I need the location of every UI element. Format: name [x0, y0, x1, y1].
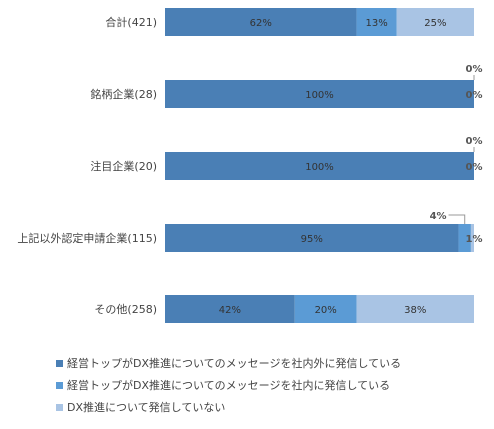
bar-segment [458, 224, 471, 252]
category-label: 銘柄企業(28) [90, 87, 157, 101]
bar-segment [165, 295, 295, 323]
legend-label: DX推進について発信していない [67, 401, 226, 414]
category-label: 注目企業(20) [90, 159, 157, 173]
data-labels: 62% 13% 25% 100% 0% 0% 100% 0% 0% 95% 4% 1% 42% 20% 38… [219, 18, 483, 316]
bar-segment [165, 8, 357, 36]
bar-segment [165, 80, 474, 108]
category-label: その他(258) [94, 303, 157, 316]
legend: 経営トップがDX推進についてのメッセージを社内外に発信している 経営トップがDX推… [56, 352, 401, 418]
legend-swatch [56, 381, 63, 389]
data-label: 1% [466, 234, 483, 245]
data-label: 0% [466, 162, 483, 173]
bar-segment [356, 8, 397, 36]
data-label: 25% [424, 18, 446, 29]
bar-segment [356, 295, 474, 323]
data-label: 95% [301, 234, 323, 245]
bar-segment [470, 224, 474, 252]
legend-swatch [56, 359, 63, 367]
bar-segment [165, 152, 474, 180]
data-label: 20% [315, 305, 337, 316]
data-label: 4% [430, 211, 447, 222]
bar-segment [396, 8, 474, 36]
legend-swatch [56, 403, 63, 411]
leader-line [448, 214, 466, 224]
data-label: 100% [305, 162, 334, 173]
bars [165, 8, 474, 323]
legend-item: DX推進について発信していない [56, 396, 401, 418]
data-label: 0% [466, 64, 483, 75]
category-labels: 合計(421) 銘柄企業(28) 注目企業(20) 上記以外認定申請企業(115) その… [17, 15, 157, 316]
data-label: 62% [250, 18, 272, 29]
legend-label: 経営トップがDX推進についてのメッセージを社内外に発信している [67, 357, 402, 370]
category-label: 合計(421) [105, 15, 157, 29]
bar-segment [294, 295, 357, 323]
data-label: 100% [305, 90, 334, 101]
category-label: 上記以外認定申請企業(115) [17, 231, 157, 245]
stacked-bar-chart: 合計(421) 銘柄企業(28) 注目企業(20) 上記以外認定申請企業(115) その… [17, 8, 483, 323]
legend-label: 経営トップがDX推進についてのメッセージを社内に発信している [67, 379, 391, 392]
data-label: 0% [466, 136, 483, 147]
data-label: 38% [404, 305, 426, 316]
legend-item: 経営トップがDX推進についてのメッセージを社内外に発信している [56, 352, 401, 374]
data-label: 13% [366, 18, 388, 29]
legend-item: 経営トップがDX推進についてのメッセージを社内に発信している [56, 374, 401, 396]
data-label: 42% [219, 305, 241, 316]
bar-segment [165, 224, 459, 252]
data-label: 0% [466, 90, 483, 101]
